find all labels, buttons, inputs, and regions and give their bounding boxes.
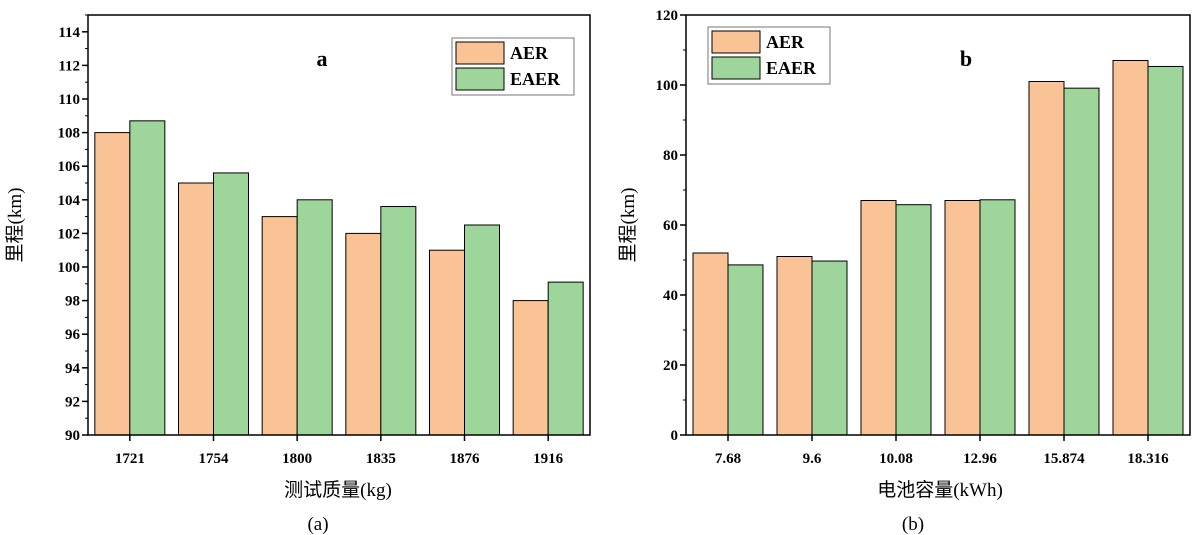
bar-aer-1835 [345,232,382,436]
bar-aer-1754 [178,182,214,436]
bar-eaer-7.68 [727,264,764,436]
y-tick-label: 94 [65,361,81,377]
x-tick-label: 15.874 [1043,451,1085,467]
bar-eaer-1721 [129,120,166,436]
x-tick-label: 1876 [450,451,481,467]
y-tick-label: 112 [58,58,80,74]
y-axis-title: 里程(km) [4,188,26,263]
x-axis-title: 电池容量(kWh) [877,479,1003,501]
bar-aer-1721 [94,132,131,436]
bar-eaer-1916 [547,281,584,436]
bar-aer-9.6 [776,256,813,436]
x-tick-label: 12.96 [963,451,997,467]
y-tick-label: 60 [663,218,678,234]
bar-aer-1916 [512,300,549,436]
x-tick-label: 9.6 [803,451,822,467]
legend-label-aer: AER [766,32,805,52]
y-tick-label: 108 [58,126,81,142]
bar-aer-1876 [429,249,465,436]
y-tick-label: 92 [65,394,80,410]
bar-aer-10.08 [860,200,897,436]
y-tick-label: 102 [58,226,81,242]
y-tick-label: 96 [65,327,81,343]
bar-eaer-1800 [296,199,333,436]
legend-swatch-aer [455,41,505,65]
legend-swatch-aer [711,30,761,54]
bar-eaer-12.96 [979,199,1016,436]
x-tick-label: 10.08 [879,451,913,467]
x-axis-title: 测试质量(kg) [284,479,392,501]
panel-letter: b [960,46,972,71]
y-tick-label: 90 [65,428,80,444]
x-tick-label: 1754 [199,451,230,467]
bar-eaer-10.08 [895,204,932,436]
legend-label-aer: AER [510,43,549,63]
chart-panel-b: 7.68 9.6 10.08 12.96 15.874 18.316 0 20 40 60 80 10… [617,8,1191,535]
bar-aer-1800 [261,216,298,436]
x-tick-label: 1835 [366,451,396,467]
x-tick-label: 18.316 [1127,451,1169,467]
y-tick-label: 0 [671,428,679,444]
x-tick-label: 7.68 [715,451,741,467]
bar-eaer-1876 [464,224,500,436]
bar-eaer-18.316 [1147,65,1184,436]
bar-aer-12.96 [944,200,981,436]
legend-label-eaer: EAER [766,58,817,78]
y-tick-label: 20 [663,358,678,374]
y-tick-label: 98 [65,294,80,310]
y-axis-title: 里程(km) [617,188,639,263]
bar-aer-18.316 [1112,60,1149,436]
bar-eaer-9.6 [811,260,848,436]
y-tick-label: 114 [58,25,80,41]
x-tick-label: 1721 [115,451,145,467]
y-tick-label: 80 [663,148,678,164]
bar-aer-7.68 [692,252,729,436]
chart-panel-a: 1721 1754 1800 1835 1876 1916 90 92 94 96 98 100 102… [4,14,591,535]
plot-frame [87,14,591,436]
panel-letter: a [317,46,328,71]
y-tick-label: 106 [58,159,81,175]
x-tick-label: 1800 [282,451,312,467]
y-tick-label: 40 [663,288,678,304]
legend-swatch-eaer [711,56,761,80]
bar-eaer-1835 [380,206,417,436]
plot-frame [685,14,1191,436]
panel-caption: (a) [307,514,328,535]
y-tick-label: 104 [58,193,81,209]
legend-swatch-eaer [455,67,505,91]
bar-eaer-15.874 [1063,87,1100,436]
bar-eaer-1754 [213,172,249,436]
bar-aer-15.874 [1028,81,1065,436]
y-tick-label: 120 [656,8,679,24]
x-tick-label: 1916 [533,451,564,467]
legend-label-eaer: EAER [510,69,561,89]
y-tick-label: 100 [58,260,81,276]
y-tick-label: 100 [656,78,679,94]
y-tick-label: 110 [58,92,80,108]
panel-caption: (b) [902,514,924,535]
